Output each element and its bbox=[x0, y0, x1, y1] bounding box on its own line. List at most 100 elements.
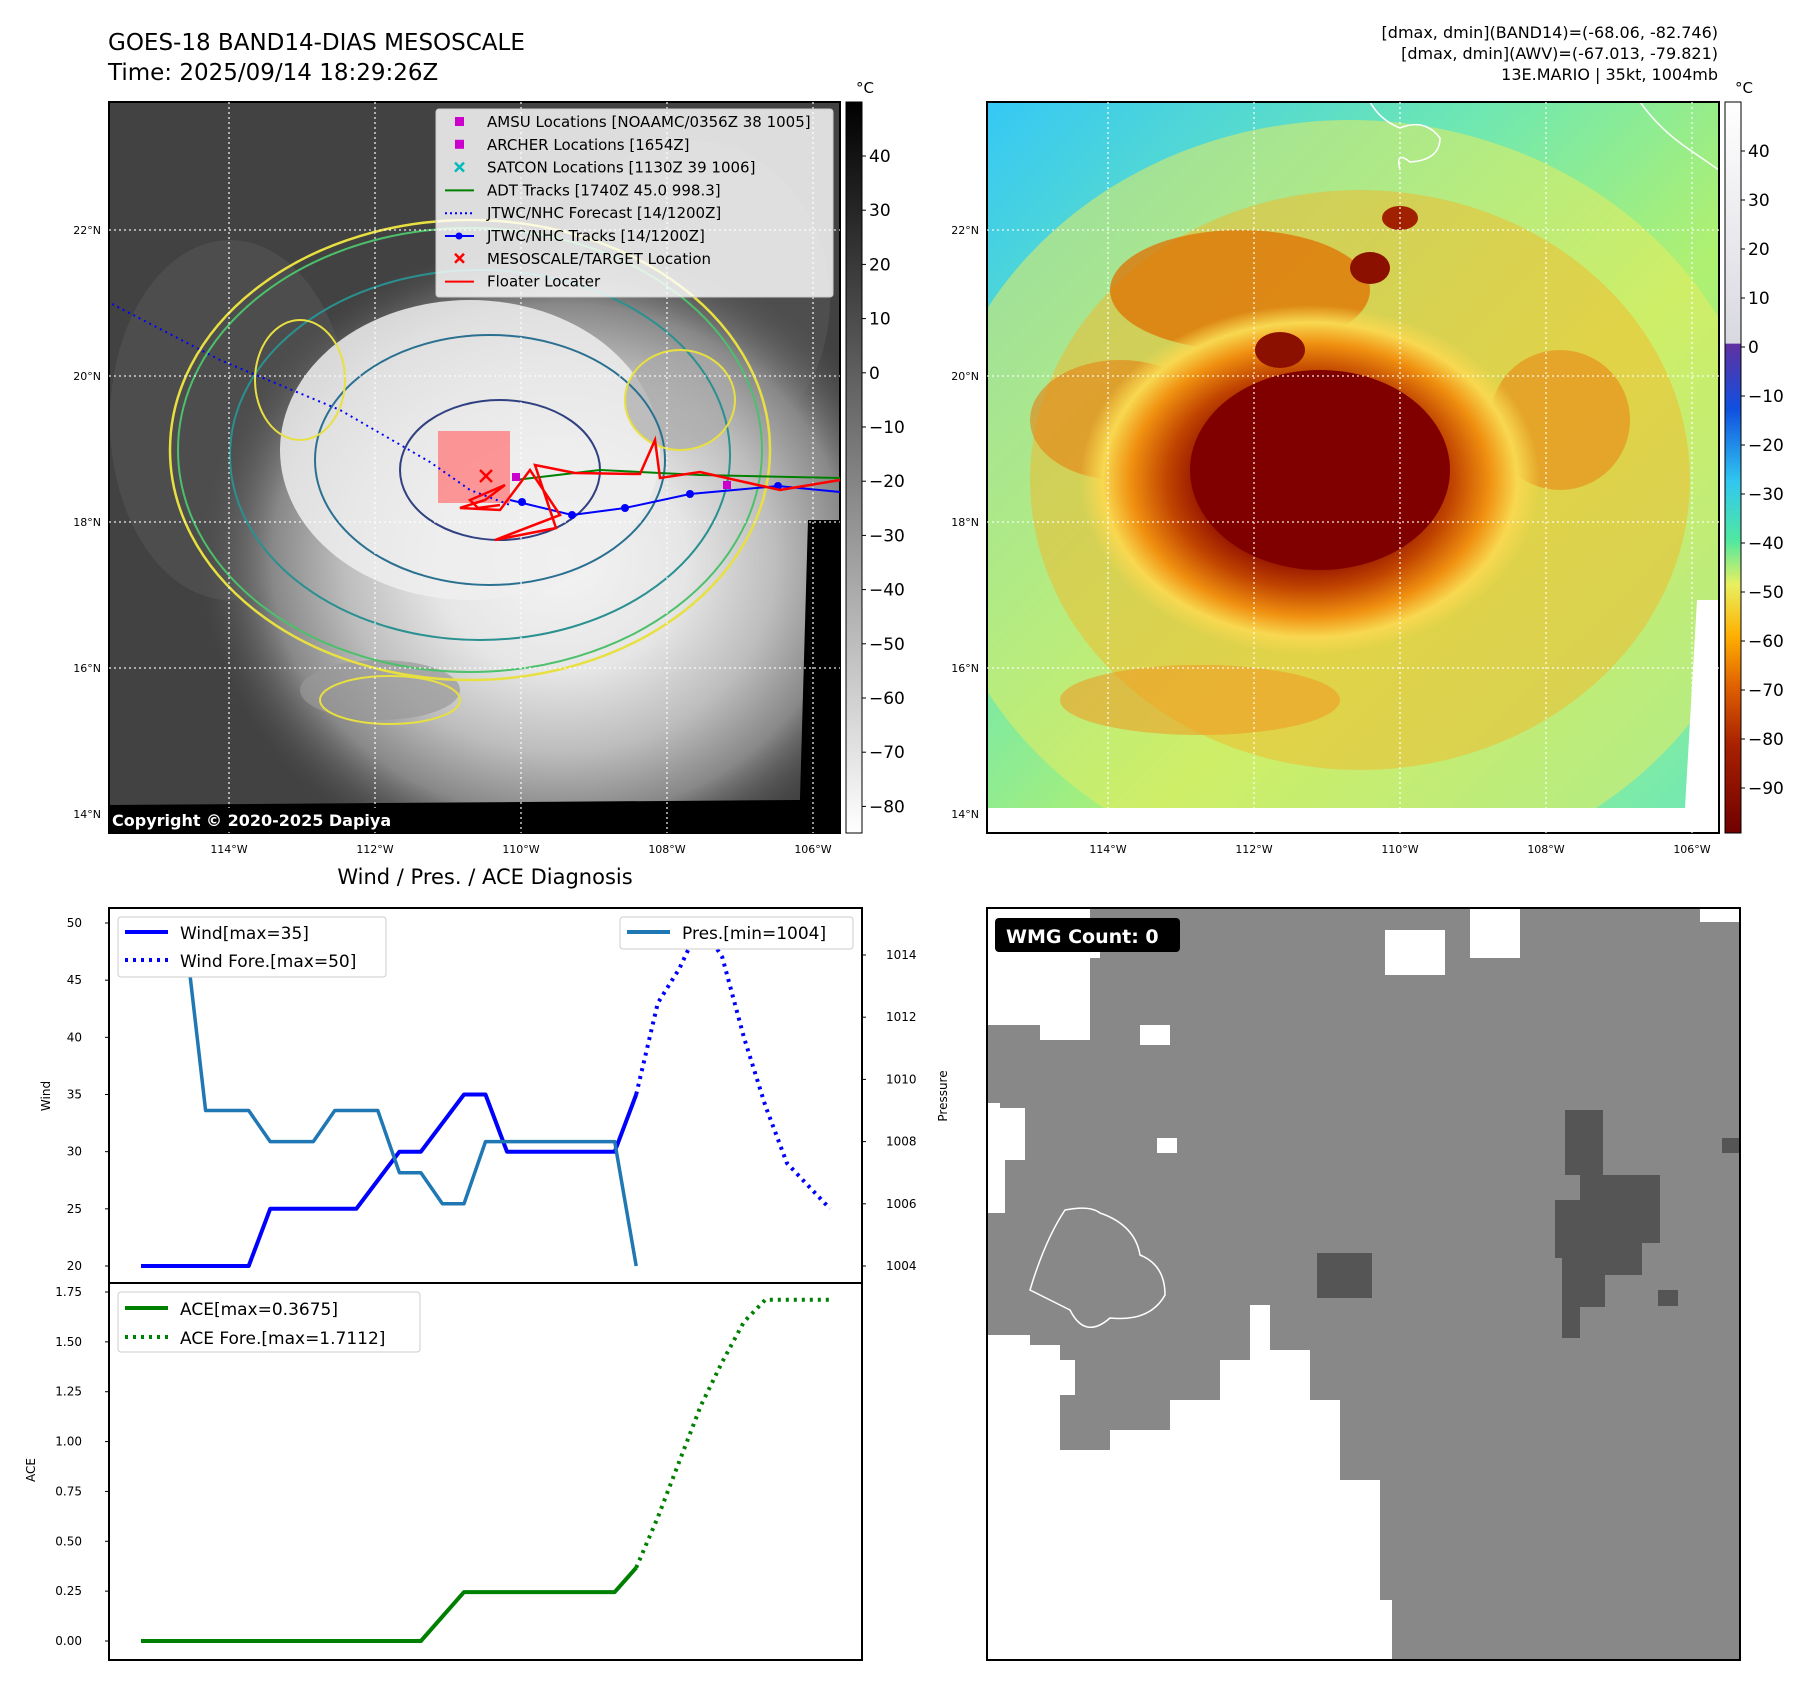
legend-entry-label: SATCON Locations [1130Z 39 1006] bbox=[487, 159, 755, 177]
awv-colorbar-tick-label: −70 bbox=[1748, 681, 1784, 701]
wind-tick-label: 40 bbox=[67, 1030, 82, 1044]
ace-chart: ACE 1.75 1.50 1.25 1.00 0.75 0.50 0.25 0.00 ACE… bbox=[24, 1282, 863, 1661]
ace-tick-label: 0.25 bbox=[55, 1584, 82, 1598]
lat-label: 14°N bbox=[951, 808, 979, 821]
legend-entry-label: ARCHER Locations [1654Z] bbox=[487, 136, 690, 154]
lat-label: 18°N bbox=[951, 516, 979, 529]
ir-colorbar-tick-label: −50 bbox=[869, 635, 905, 655]
ir-axes-labels: 22°N 20°N 18°N 16°N 14°N 114°W 112°W 110°W 108°W… bbox=[73, 224, 832, 856]
amsu-marker bbox=[723, 481, 731, 489]
ir-colorbar-tick-label: −70 bbox=[869, 743, 905, 763]
lat-label: 22°N bbox=[73, 224, 101, 237]
series-line bbox=[141, 922, 638, 1267]
wind-tick-label: 20 bbox=[67, 1259, 82, 1273]
awv-colorbar-tick-label: −40 bbox=[1748, 534, 1784, 554]
pressure-tick-label: 1006 bbox=[886, 1197, 917, 1211]
awv-colorbar-tick-label: 30 bbox=[1748, 191, 1770, 211]
legend-marker-dot bbox=[455, 232, 463, 240]
ir-map-panel: AMSU Locations [NOAAMC/0356Z 38 1005] ARC… bbox=[73, 101, 841, 856]
lon-label: 112°W bbox=[1235, 843, 1272, 856]
floater-locater bbox=[459, 435, 840, 542]
wind-axis-label: Wind bbox=[39, 1081, 53, 1111]
legend-entry-label: JTWC/NHC Tracks [14/1200Z] bbox=[486, 227, 705, 245]
awv-colorbar-tick-label: −20 bbox=[1748, 436, 1784, 456]
ir-colorbar-tick-label: −20 bbox=[869, 472, 905, 492]
ace-legend-box bbox=[117, 1291, 421, 1353]
ir-colorbar-tick-label: −40 bbox=[869, 581, 905, 601]
series-line bbox=[141, 1092, 639, 1268]
lon-label: 110°W bbox=[502, 843, 539, 856]
legend-marker-x bbox=[454, 161, 465, 173]
ir-track-overlays bbox=[111, 303, 840, 542]
lat-label: 14°N bbox=[73, 808, 101, 821]
legend-label: Pres.[min=1004] bbox=[682, 924, 826, 944]
copyright-box bbox=[109, 808, 418, 832]
ir-legend: AMSU Locations [NOAAMC/0356Z 38 1005] ARC… bbox=[445, 113, 811, 291]
series-line bbox=[634, 921, 832, 1211]
pressure-tick-label: 1008 bbox=[886, 1135, 917, 1149]
awv-colorbar-tick-label: −30 bbox=[1748, 485, 1784, 505]
awv-axes-labels: 22°N 20°N 18°N 16°N 14°N 114°W 112°W 110°W 108°W… bbox=[951, 224, 1711, 856]
legend-entry-label: MESOSCALE/TARGET Location bbox=[487, 250, 711, 268]
copyright-text: Copyright © 2020-2025 Dapiya bbox=[112, 811, 391, 830]
nhc-track bbox=[509, 484, 840, 517]
ace-tick-label: 0.00 bbox=[55, 1634, 82, 1648]
awv-gridlines bbox=[987, 102, 1719, 833]
pressure-tick-label: 1014 bbox=[886, 948, 917, 962]
ir-colorbar-tick-label: 40 bbox=[869, 147, 891, 167]
wind-pressure-chart: Wind Pressure 50 45 40 35 30 25 20 1014 1012 1010… bbox=[39, 907, 950, 1284]
lat-label: 20°N bbox=[951, 370, 979, 383]
ir-colorbar-tick-label: 20 bbox=[869, 255, 891, 275]
awv-colorbar: °C 40 30 20 10 0 −10 −20 −30 −40 −50 −60 −70 −80 −90 bbox=[1724, 79, 1784, 834]
storm-info: 13E.MARIO | 35kt, 1004mb bbox=[1501, 65, 1718, 84]
band14-range-info: [dmax, dmin](BAND14)=(-68.06, -82.746) bbox=[1382, 23, 1718, 42]
wind-tick-label: 30 bbox=[67, 1145, 82, 1159]
figure-time: Time: 2025/09/14 18:29:26Z bbox=[107, 60, 438, 86]
ir-colorbar-unit: °C bbox=[856, 79, 874, 97]
legend-entry-label: Floater Locater bbox=[487, 273, 601, 291]
ir-colorbar-tick-label: −10 bbox=[869, 418, 905, 438]
ace-tick-label: 1.50 bbox=[55, 1335, 82, 1349]
lat-label: 20°N bbox=[73, 370, 101, 383]
adt-track bbox=[514, 468, 840, 481]
pressure-tick-label: 1012 bbox=[886, 1010, 917, 1024]
awv-colorbar-tick-label: 0 bbox=[1748, 338, 1759, 358]
ir-colorbar: °C 40 30 20 10 0 −10 −20 −30 −40 −50 −60 −70 −80 bbox=[845, 79, 905, 834]
ir-legend-box bbox=[435, 108, 834, 298]
legend-entry-label: AMSU Locations [NOAAMC/0356Z 38 1005] bbox=[487, 113, 811, 131]
lon-label: 106°W bbox=[794, 843, 831, 856]
awv-colorbar-unit: °C bbox=[1735, 79, 1753, 97]
awv-colorbar-tick-label: −60 bbox=[1748, 632, 1784, 652]
legend-label: ACE[max=0.3675] bbox=[180, 1300, 338, 1320]
awv-map-panel: 22°N 20°N 18°N 16°N 14°N 114°W 112°W 110°W 108°W… bbox=[951, 101, 1720, 856]
nhc-track-point bbox=[568, 511, 576, 519]
archer-marker bbox=[512, 473, 520, 481]
lon-label: 108°W bbox=[1527, 843, 1564, 856]
wind-tick-label: 45 bbox=[67, 973, 82, 987]
legend-label: Wind[max=35] bbox=[180, 924, 309, 944]
legend-label: ACE Fore.[max=1.7112] bbox=[180, 1329, 385, 1349]
lon-label: 108°W bbox=[648, 843, 685, 856]
figure-title: GOES-18 BAND14-DIAS MESOSCALE bbox=[108, 30, 525, 56]
mesoscale-target-marker bbox=[479, 469, 493, 483]
awv-colorbar-tick-label: −50 bbox=[1748, 583, 1784, 603]
ir-colorbar-tick-label: 30 bbox=[869, 201, 891, 221]
legend-marker-square bbox=[455, 117, 464, 126]
ace-tick-label: 1.00 bbox=[55, 1435, 82, 1449]
pressure-tick-label: 1010 bbox=[886, 1072, 917, 1086]
lat-label: 16°N bbox=[73, 662, 101, 675]
wind-tick-label: 35 bbox=[67, 1088, 82, 1102]
lat-label: 18°N bbox=[73, 516, 101, 529]
lon-label: 110°W bbox=[1381, 843, 1418, 856]
awv-range-info: [dmax, dmin](AWV)=(-67.013, -79.821) bbox=[1401, 44, 1718, 63]
awv-colorbar-tick-label: −10 bbox=[1748, 387, 1784, 407]
wind-tick-label: 25 bbox=[67, 1202, 82, 1216]
legend-entry-label: ADT Tracks [1740Z 45.0 998.3] bbox=[487, 181, 721, 199]
lon-label: 114°W bbox=[210, 843, 247, 856]
legend-marker-square bbox=[455, 139, 464, 149]
wmg-coastline bbox=[1029, 1207, 1166, 1328]
wmg-count-badge bbox=[995, 918, 1180, 952]
legend-entry-label: JTWC/NHC Forecast [14/1200Z] bbox=[486, 204, 721, 222]
lat-label: 22°N bbox=[951, 224, 979, 237]
